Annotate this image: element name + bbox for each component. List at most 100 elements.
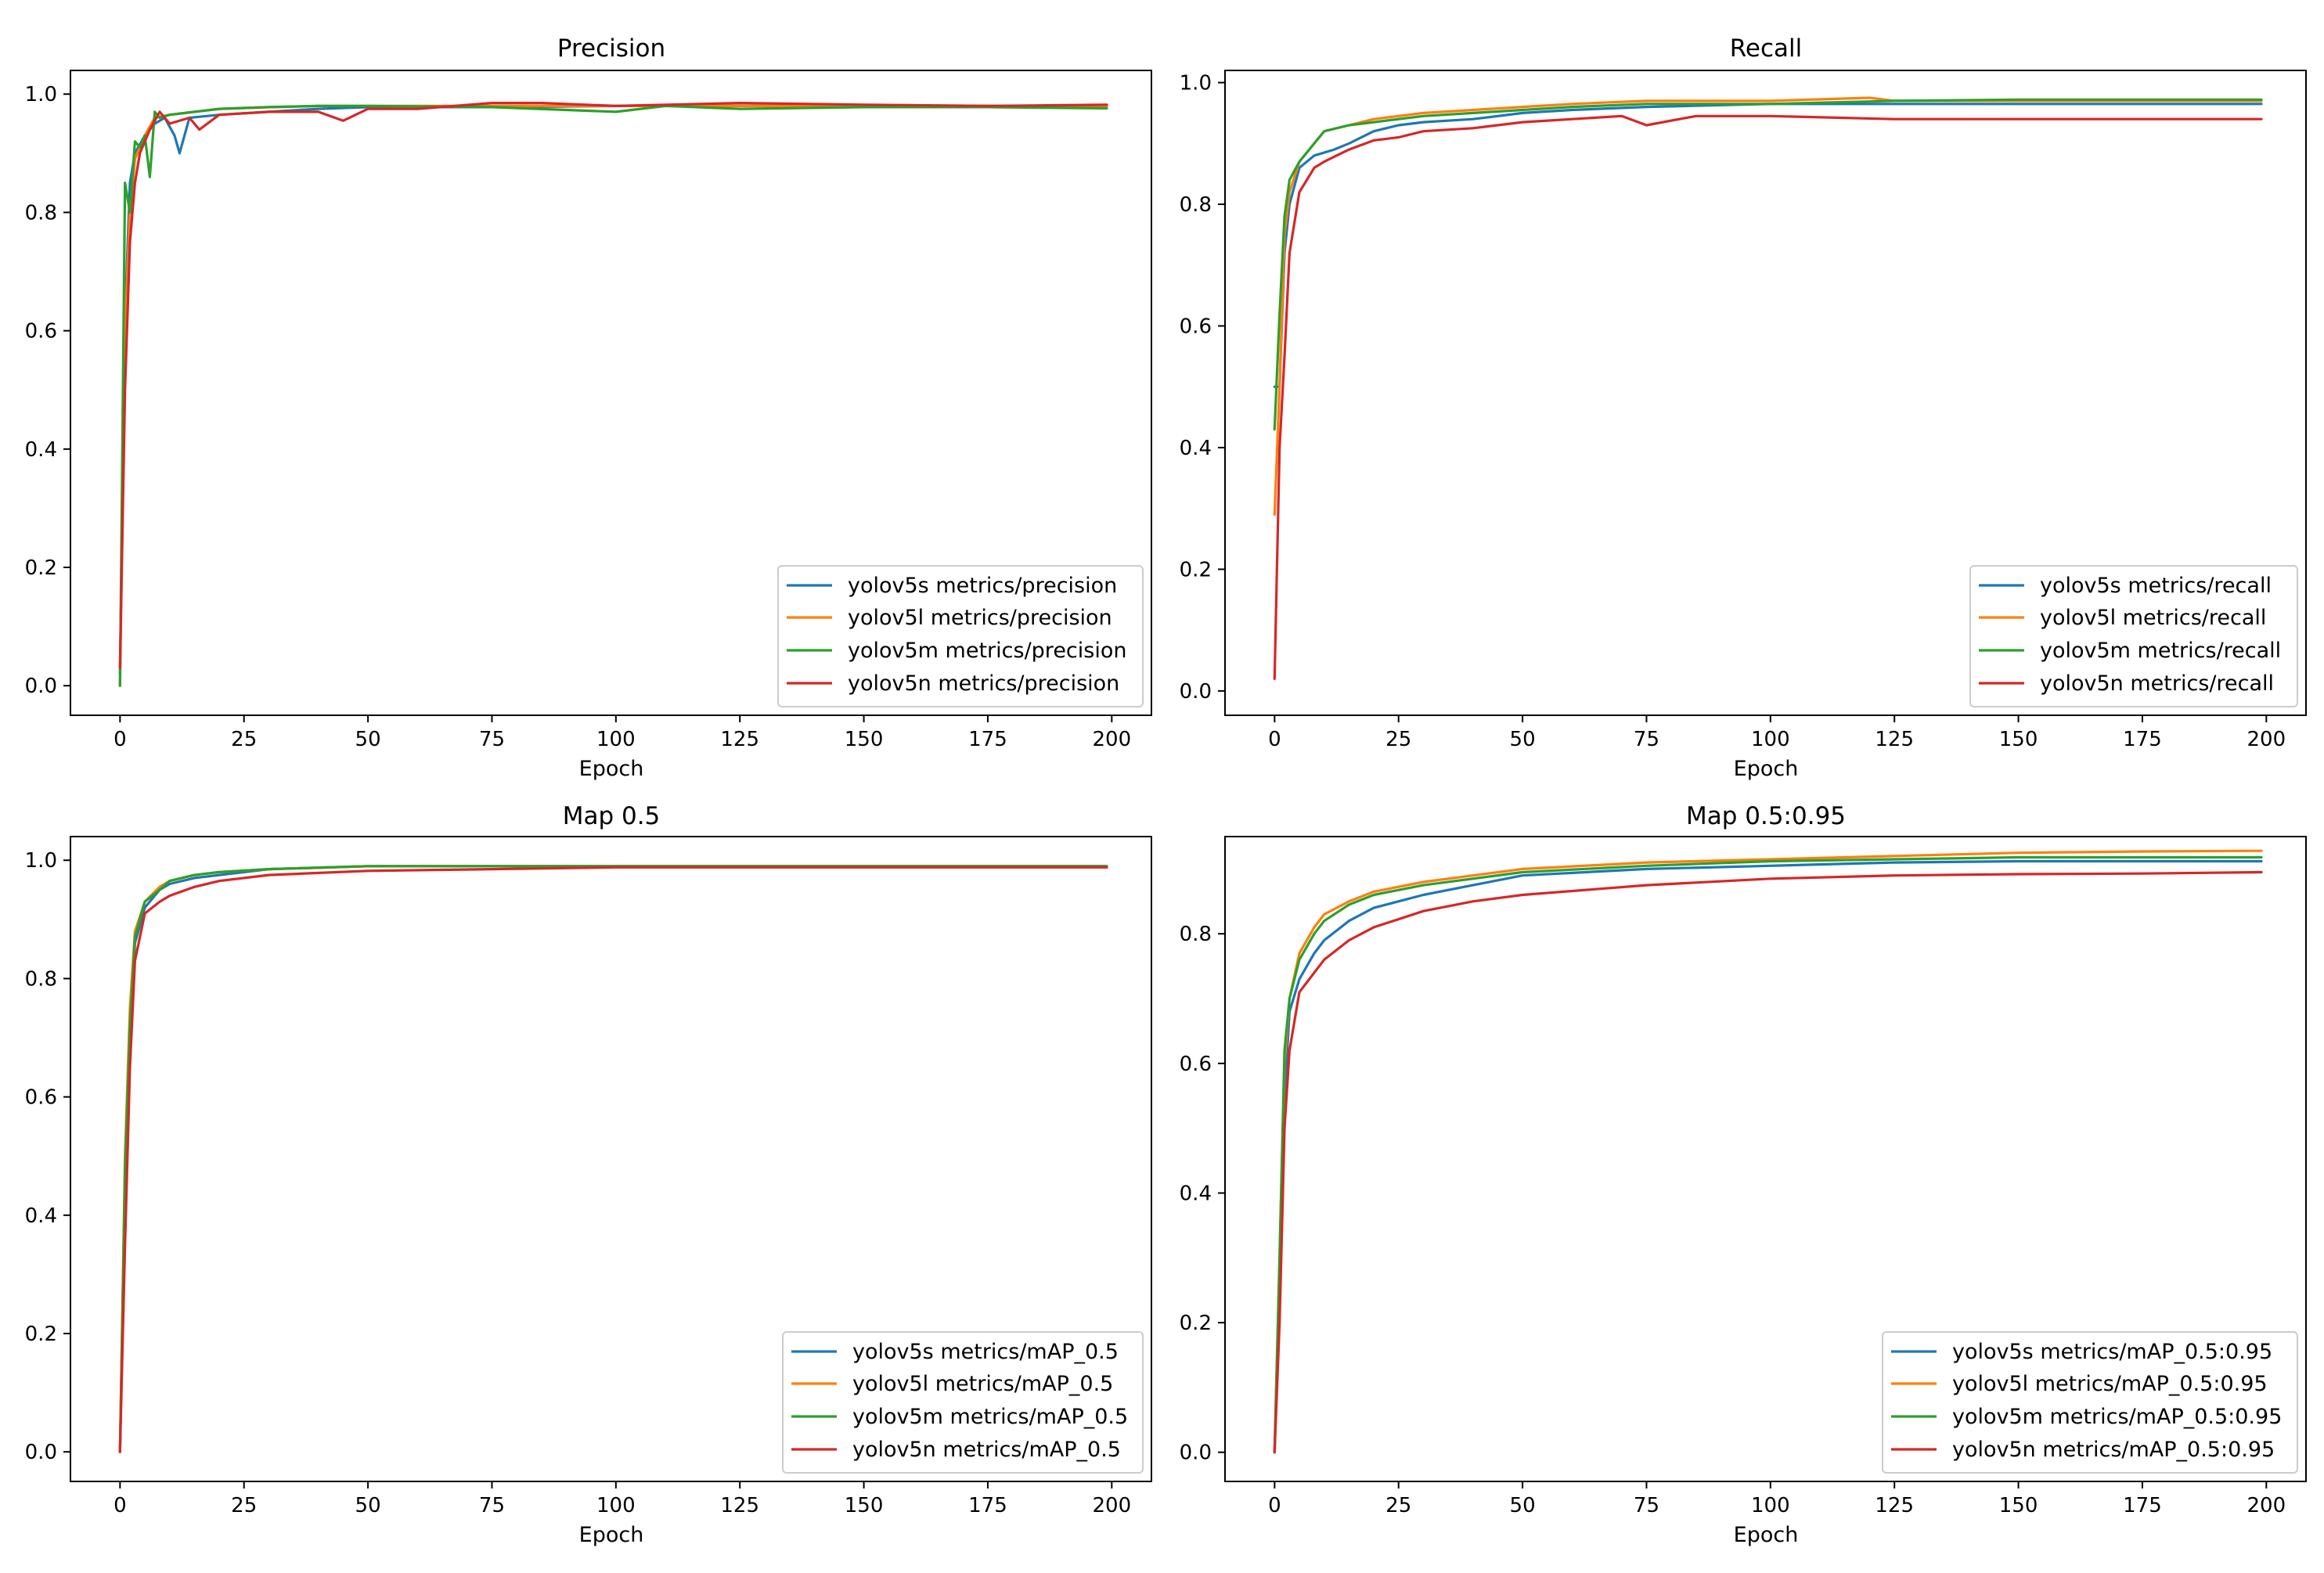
recall-xtick-label: 125 — [1875, 728, 1914, 751]
recall-series-yolov5l — [1273, 96, 2263, 517]
precision-legend-label: yolov5l metrics/precision — [848, 606, 1112, 630]
map50-xtick-label: 0 — [113, 1494, 127, 1517]
map5095-xlabel: Epoch — [1734, 1523, 1799, 1547]
map5095-xtick-label: 75 — [1634, 1494, 1659, 1517]
map50-xtick-label: 100 — [596, 1494, 636, 1517]
recall-series-yolov5s — [1273, 103, 2263, 388]
map50-title: Map 0.5 — [563, 802, 661, 830]
map5095-series — [1273, 849, 2263, 1454]
map50-legend-label: yolov5m metrics/mAP_0.5 — [852, 1405, 1128, 1429]
precision-legend-label: yolov5s metrics/precision — [848, 574, 1117, 598]
map50-ytick-label: 0.6 — [25, 1086, 57, 1110]
precision-xtick-label: 50 — [355, 728, 381, 751]
map5095-legend-box — [1882, 1331, 2298, 1474]
map5095-series-yolov5m — [1273, 855, 2263, 1454]
map50-xtick-label: 175 — [968, 1494, 1007, 1517]
recall-ytick-label: 0.8 — [1180, 193, 1212, 217]
precision-xtick-label: 100 — [596, 728, 636, 751]
recall-xtick-label: 150 — [1999, 728, 2038, 751]
precision-legend-label: yolov5m metrics/precision — [848, 639, 1126, 663]
precision-yticks: 0.0 0.2 0.4 0.6 0.8 1.0 — [25, 83, 70, 698]
recall-legend: yolov5s metrics/recall yolov5l metrics/r… — [1969, 565, 2298, 707]
recall-ytick-label: 0.2 — [1180, 558, 1212, 581]
recall-title: Recall — [1730, 34, 1803, 63]
recall-legend-label: yolov5s metrics/recall — [2040, 574, 2272, 598]
precision-xtick-label: 200 — [1093, 728, 1132, 751]
precision-title: Precision — [557, 34, 665, 63]
recall-ytick-label: 1.0 — [1180, 72, 1212, 95]
map5095-legend-label: yolov5m metrics/mAP_0.5:0.95 — [1952, 1405, 2282, 1429]
recall-ytick-label: 0.6 — [1180, 315, 1212, 338]
precision-xtick-label: 175 — [968, 728, 1007, 751]
map5095-xtick-label: 175 — [2123, 1494, 2162, 1517]
recall-ytick-label: 0.4 — [1180, 437, 1212, 460]
recall-series-yolov5m — [1273, 98, 2263, 431]
precision-panel: Precision 0 25 50 75 100 125 150 175 200 0.00.20… — [25, 34, 1152, 781]
recall-axes — [1224, 70, 2307, 716]
map5095-ytick-label: 0.6 — [1180, 1053, 1212, 1076]
precision-ytick-label: 0.6 — [25, 320, 57, 344]
map50-yticks: 0.0 0.2 0.4 0.6 0.8 1.0 — [25, 849, 70, 1464]
map50-legend: yolov5s metrics/mAP_0.5 yolov5l metrics/… — [782, 1331, 1144, 1474]
precision-series — [118, 102, 1108, 687]
map5095-ytick-label: 0.4 — [1180, 1182, 1212, 1205]
precision-legend-box — [777, 565, 1144, 707]
recall-xtick-label: 200 — [2247, 728, 2286, 751]
precision-xlabel: Epoch — [579, 757, 644, 781]
precision-ytick-label: 0.2 — [25, 556, 57, 580]
precision-series-yolov5m — [118, 104, 1108, 687]
map50-ytick-label: 0.4 — [25, 1204, 57, 1228]
precision-ytick-label: 0.4 — [25, 438, 57, 462]
map5095-axes — [1224, 836, 2307, 1482]
map5095-xticks: 0 25 50 75 100 125 150 175 200 — [1268, 1481, 2286, 1517]
recall-xtick-label: 75 — [1634, 728, 1659, 751]
precision-xtick-label: 0 — [113, 728, 127, 751]
recall-legend-label: yolov5n metrics/recall — [2040, 671, 2274, 696]
map50-xtick-label: 25 — [231, 1494, 257, 1517]
recall-series-yolov5n — [1273, 114, 2263, 681]
precision-xticks: 0 25 50 75 100 125 150 175 200 — [113, 715, 1131, 751]
map50-xlabel: Epoch — [579, 1523, 644, 1547]
precision-xtick-label: 75 — [479, 728, 505, 751]
recall-xtick-label: 0 — [1268, 728, 1281, 751]
recall-series — [1273, 96, 2263, 681]
map5095-yticks: 0.0 0.2 0.4 0.6 0.8 — [1180, 923, 1225, 1465]
map5095-xtick-label: 150 — [1999, 1494, 2038, 1517]
recall-ytick-label: 0.0 — [1180, 680, 1212, 704]
map50-series-yolov5n — [118, 866, 1108, 1453]
map50-xtick-label: 150 — [845, 1494, 884, 1517]
map5095-legend-label: yolov5l metrics/mAP_0.5:0.95 — [1952, 1372, 2268, 1396]
map5095-xtick-label: 200 — [2247, 1494, 2286, 1517]
map5095-title: Map 0.5:0.95 — [1686, 802, 1846, 830]
map50-xtick-label: 200 — [1093, 1494, 1132, 1517]
recall-xlabel: Epoch — [1734, 757, 1799, 781]
precision-legend: yolov5s metrics/precision yolov5l metric… — [777, 565, 1144, 707]
map5095-series-yolov5n — [1273, 870, 2263, 1454]
map50-ytick-label: 0.8 — [25, 967, 57, 991]
map50-series — [118, 865, 1108, 1453]
map5095-legend: yolov5s metrics/mAP_0.5:0.95 yolov5l met… — [1882, 1331, 2298, 1474]
map50-xtick-label: 75 — [479, 1494, 505, 1517]
map50-xticks: 0 25 50 75 100 125 150 175 200 — [113, 1481, 1131, 1517]
map50-ytick-label: 0.2 — [25, 1323, 57, 1346]
precision-legend-label: yolov5n metrics/precision — [848, 671, 1119, 696]
map50-legend-label: yolov5s metrics/mAP_0.5 — [852, 1340, 1119, 1364]
recall-xtick-label: 25 — [1385, 728, 1411, 751]
recall-legend-box — [1969, 565, 2298, 707]
precision-xtick-label: 150 — [845, 728, 884, 751]
map50-ytick-label: 0.0 — [25, 1441, 57, 1464]
precision-ytick-label: 0.8 — [25, 201, 57, 225]
map5095-xtick-label: 25 — [1385, 1494, 1411, 1517]
precision-ytick-label: 0.0 — [25, 675, 57, 698]
map50-xtick-label: 125 — [720, 1494, 759, 1517]
map50-ytick-label: 1.0 — [25, 849, 57, 873]
recall-xticks: 0 25 50 75 100 125 150 175 200 — [1268, 715, 2286, 751]
map5095-ytick-label: 0.2 — [1180, 1312, 1212, 1335]
map50-axes — [70, 836, 1152, 1482]
recall-xtick-label: 175 — [2123, 728, 2162, 751]
precision-series-yolov5n — [118, 102, 1108, 670]
map5095-xtick-label: 50 — [1510, 1494, 1536, 1517]
map50-panel: Map 0.5 0 25 50 75 100 125 150 175 200 0.0 0.2 0.4… — [25, 802, 1152, 1547]
map5095-legend-label: yolov5n metrics/mAP_0.5:0.95 — [1952, 1438, 2275, 1462]
